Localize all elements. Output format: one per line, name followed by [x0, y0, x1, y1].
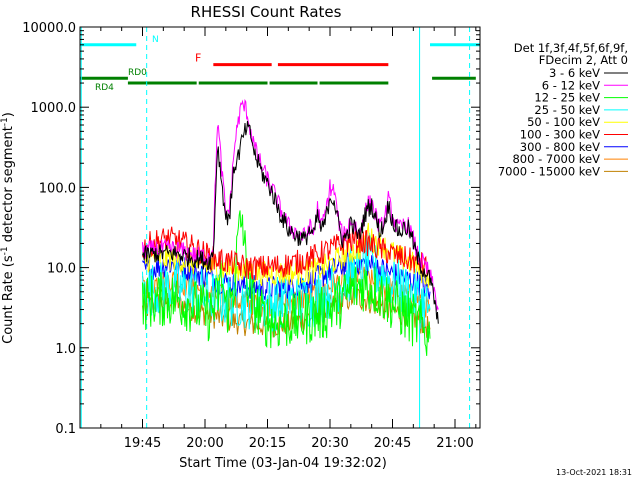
x-axis-label: Start Time (03-Jan-04 19:32:02) [179, 456, 387, 471]
state-label-n: N [152, 35, 159, 45]
y-tick-label: 1.0 [55, 342, 76, 357]
y-axis-label-sup1: -1 [0, 246, 10, 255]
series-line-1 [142, 98, 439, 311]
state-label-f: F [195, 52, 201, 65]
chart-title: RHESSI Count Rates [191, 3, 342, 21]
plot-frame [79, 26, 481, 429]
marker-lines [80, 27, 471, 428]
legend-label-7: 800 - 7000 keV [512, 152, 600, 166]
legend-label-5: 100 - 300 keV [520, 128, 600, 142]
x-tick-label: 20:15 [249, 436, 286, 451]
x-tick-label: 20:00 [186, 436, 223, 451]
x-tick-label: 19:45 [124, 436, 161, 451]
legend-label-1: 6 - 12 keV [542, 78, 600, 92]
y-tick-label: 10.0 [47, 262, 76, 277]
legend: Det 1f,3f,4f,5f,6f,9f, FDecim 2, Att 0 3… [498, 41, 628, 178]
series-line-2 [142, 210, 431, 356]
series-line-0 [142, 120, 439, 324]
legend-label-2: 12 - 25 keV [534, 91, 600, 105]
y-tick-label: 10000.0 [22, 21, 76, 36]
x-tick-label: 21:00 [436, 436, 473, 451]
x-axis: 19:45 20:00 20:15 20:30 20:45 21:00 [100, 27, 477, 451]
series-line-5 [142, 226, 431, 281]
state-label-rd4: RD4 [95, 83, 114, 93]
legend-header-line1: Det 1f,3f,4f,5f,6f,9f, [514, 41, 628, 55]
series-lines [142, 98, 439, 356]
legend-label-4: 50 - 100 keV [527, 115, 600, 129]
y-tick-label: 1000.0 [31, 101, 77, 116]
legend-label-6: 300 - 800 keV [520, 140, 600, 154]
legend-label-3: 25 - 50 keV [534, 103, 600, 117]
state-bars: N F RD0 RD4 [80, 35, 480, 93]
y-tick-label: 0.1 [55, 422, 76, 437]
y-axis-label-end: ) [1, 112, 16, 117]
y-axis-label-sup2: -1 [0, 117, 10, 126]
y-axis-label: Count Rate (s-1 detector segment-1) [0, 112, 16, 344]
y-axis-label-main: Count Rate (s [1, 255, 16, 344]
x-tick-label: 20:30 [311, 436, 348, 451]
footer-date: 13-Oct-2021 18:31 [556, 468, 632, 477]
legend-label-0: 3 - 6 keV [549, 66, 600, 80]
y-tick-label: 100.0 [39, 181, 76, 196]
x-tick-label: 20:45 [374, 436, 411, 451]
y-axis-label-mid: detector segment [1, 126, 16, 246]
legend-header-line2: FDecim 2, Att 0 [539, 53, 628, 67]
legend-label-8: 7000 - 15000 keV [498, 164, 600, 178]
y-axis: 0.1 1.0 10.0 100.0 1000.0 10000.0 [22, 21, 480, 437]
state-label-rd0: RD0 [128, 68, 147, 78]
